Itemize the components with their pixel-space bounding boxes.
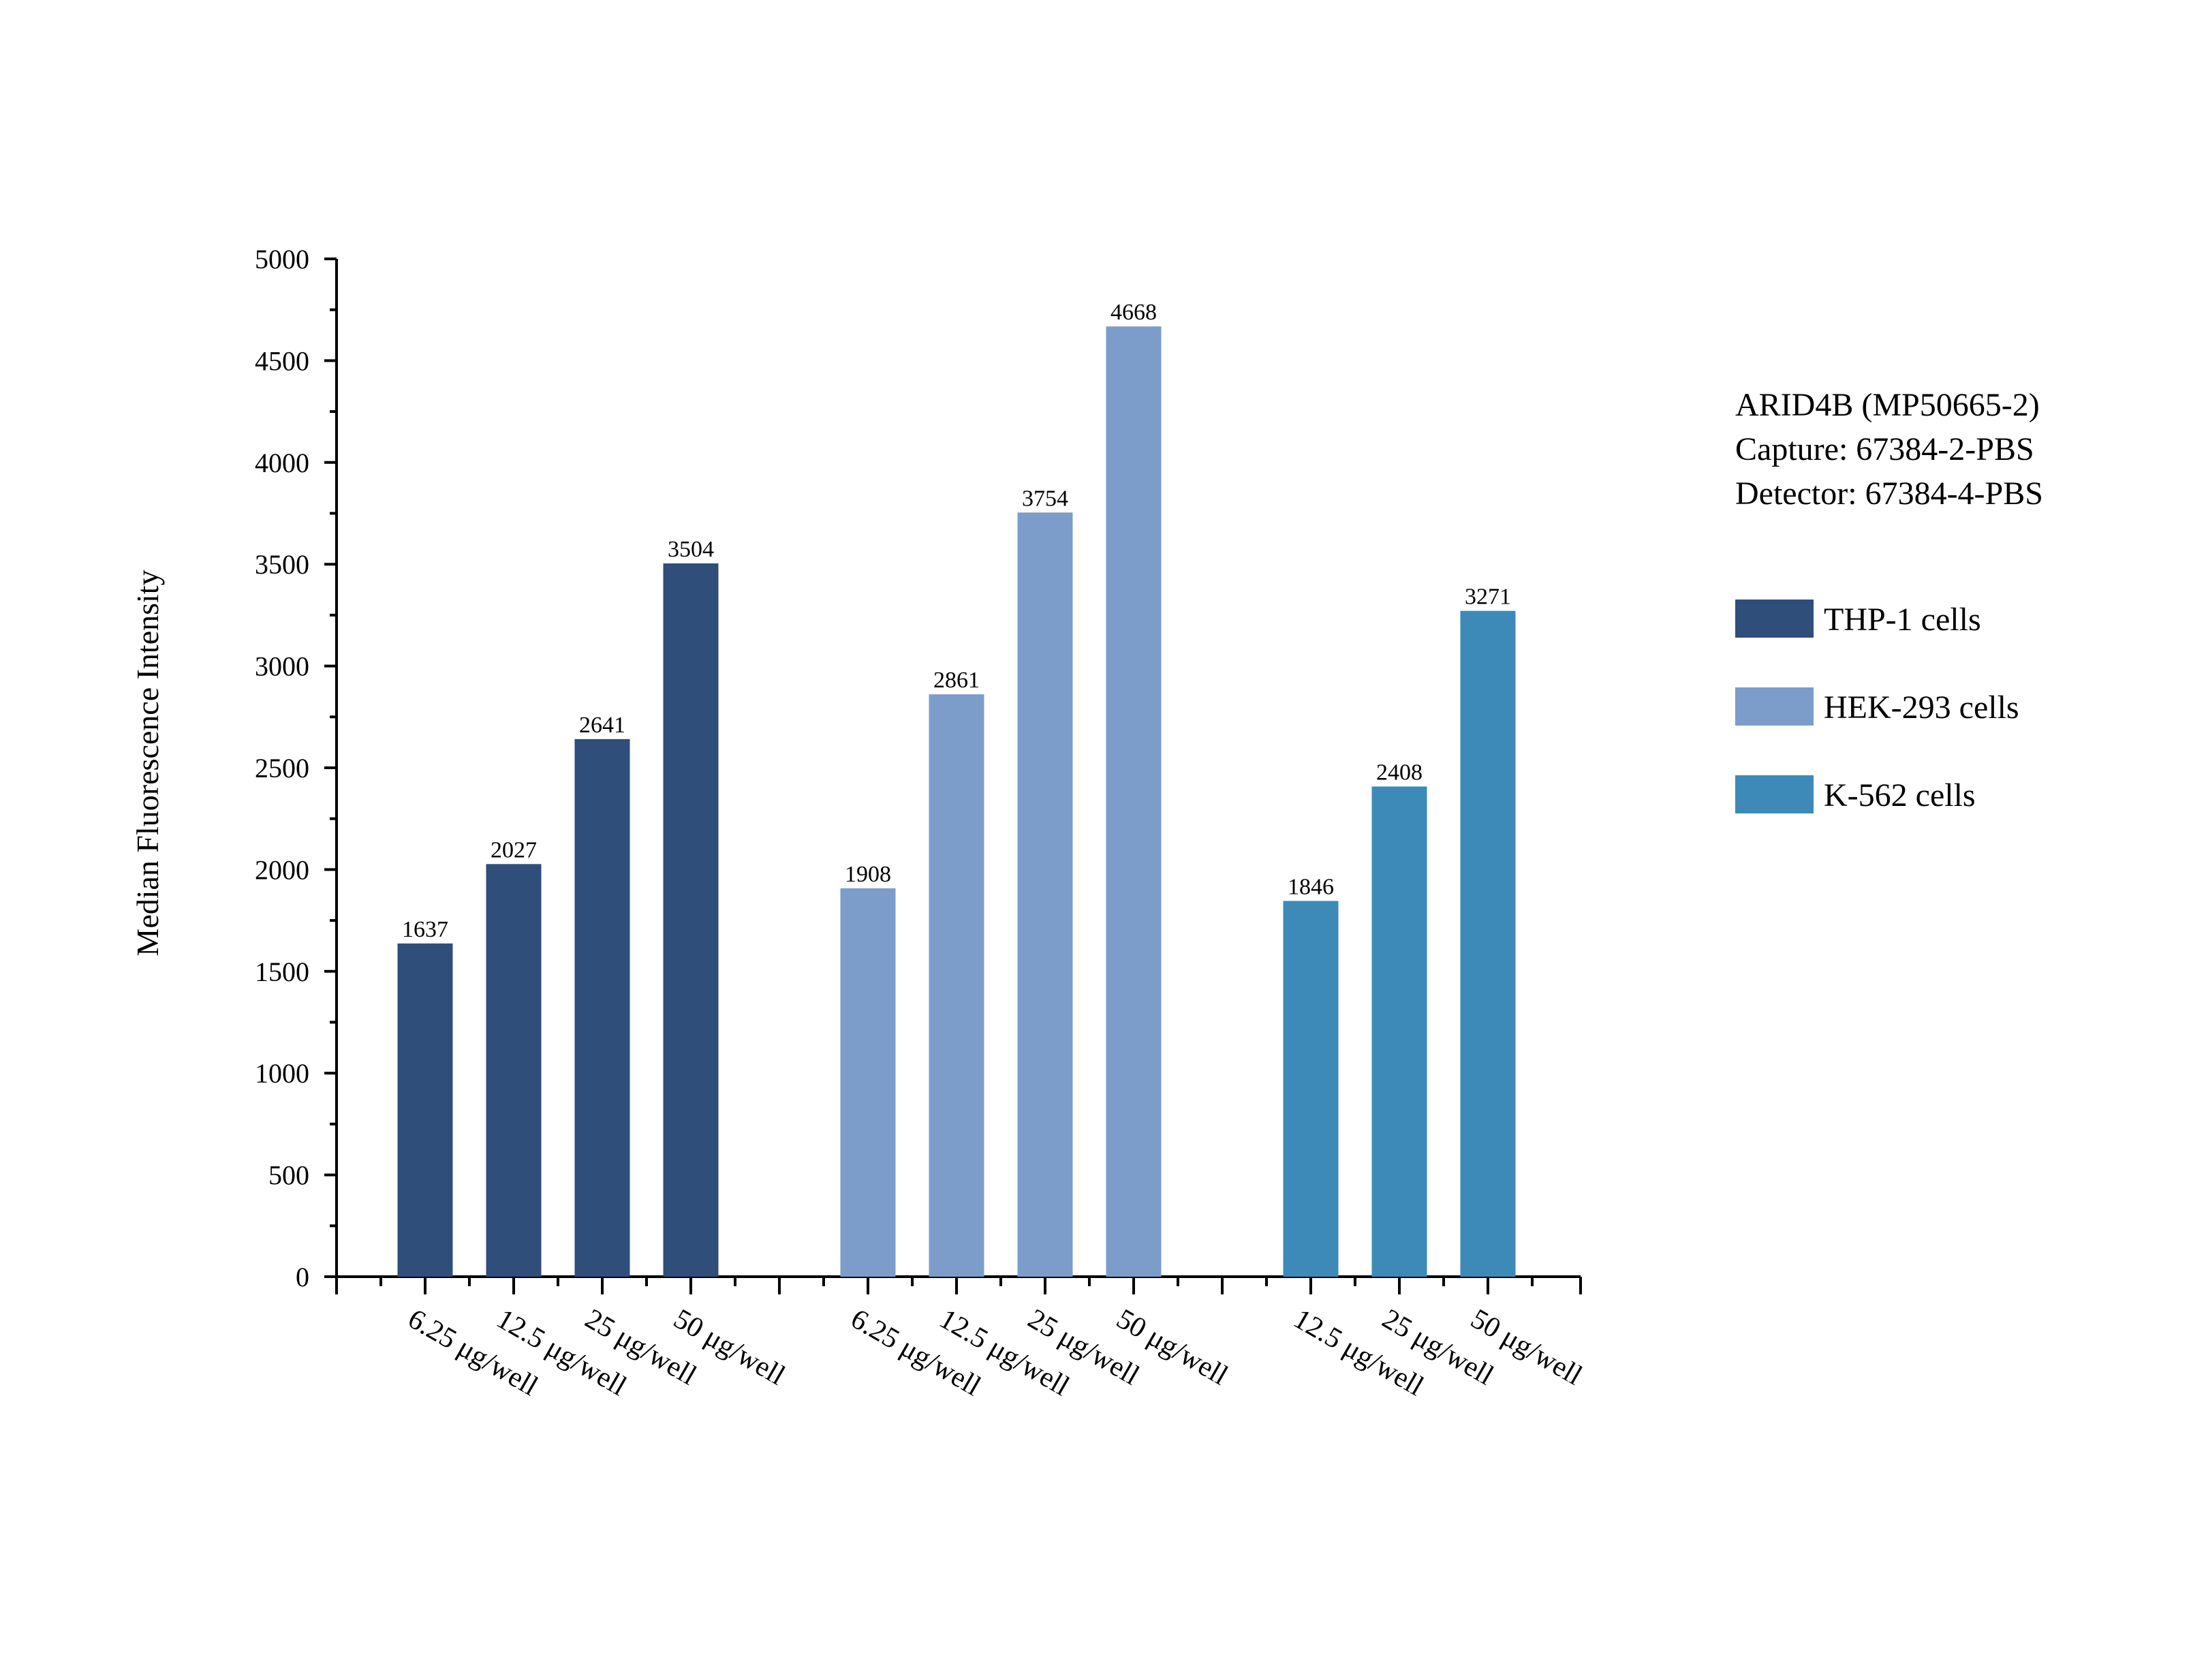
y-tick-label: 500: [268, 1160, 309, 1191]
bar-value-label: 2027: [491, 837, 537, 862]
bar-value-label: 1908: [845, 862, 891, 887]
y-tick-label: 5000: [255, 244, 309, 275]
y-tick-label: 0: [296, 1262, 309, 1292]
bar-hek-293-cells-2: [929, 694, 984, 1277]
bar-value-label: 3754: [1022, 486, 1068, 511]
legend-label: HEK-293 cells: [1824, 689, 2019, 726]
bars: [397, 326, 1516, 1277]
y-tick-label: 1500: [255, 956, 309, 987]
bar-thp-1-cells-3: [574, 738, 630, 1277]
y-tick-labels: 0 500 1000 1500 2000 2500 3000 3500 4000 4500 5000: [255, 244, 309, 1292]
legend-label: THP-1 cells: [1824, 602, 1981, 638]
legend-swatch: [1735, 600, 1814, 638]
y-tick-label: 2000: [255, 854, 309, 885]
bar-value-label: 1846: [1288, 874, 1334, 899]
y-tick-label: 3000: [255, 651, 309, 682]
legend-annotation-line: ARID4B (MP50665-2): [1735, 387, 2040, 423]
bar-k-562-cells-1: [1283, 901, 1339, 1277]
y-tick-label: 1000: [255, 1058, 309, 1089]
legend-swatch: [1735, 687, 1814, 726]
y-tick-label: 4000: [255, 448, 309, 478]
bar-thp-1-cells-4: [663, 563, 719, 1277]
bar-value-label: 3504: [668, 537, 714, 562]
y-tick-label: 4500: [255, 345, 309, 376]
bar-k-562-cells-3: [1460, 610, 1516, 1277]
legend-annotation-line: Detector: 67384-4-PBS: [1735, 476, 2043, 512]
bar-value-label: 2641: [579, 713, 625, 738]
bar-thp-1-cells-2: [486, 864, 542, 1277]
bar-value-label: 1637: [402, 917, 448, 942]
bar-hek-293-cells-1: [840, 888, 896, 1277]
bar-value-labels: 1637 2027 2641 3504 1908 2861 3754 4668 1846 2408…: [402, 300, 1511, 942]
bar-value-label: 2861: [933, 668, 980, 693]
legend-annotation-line: Capture: 67384-2-PBS: [1735, 431, 2034, 467]
bar-value-label: 2408: [1376, 760, 1423, 785]
bar-value-label: 3271: [1465, 585, 1511, 610]
y-axis-title: Median Fluorescence Intensity: [130, 570, 165, 956]
legend-label: K-562 cells: [1824, 777, 1976, 813]
y-tick-label: 2500: [255, 753, 309, 783]
bar-value-label: 4668: [1110, 300, 1157, 325]
legend-swatch: [1735, 775, 1814, 813]
bar-k-562-cells-2: [1371, 786, 1427, 1277]
bar-thp-1-cells-1: [397, 943, 453, 1277]
y-tick-label: 3500: [255, 549, 309, 580]
legend: ARID4B (MP50665-2) Capture: 67384-2-PBS De…: [1735, 387, 2043, 813]
bar-hek-293-cells-3: [1017, 512, 1073, 1277]
bar-hek-293-cells-4: [1106, 326, 1162, 1277]
